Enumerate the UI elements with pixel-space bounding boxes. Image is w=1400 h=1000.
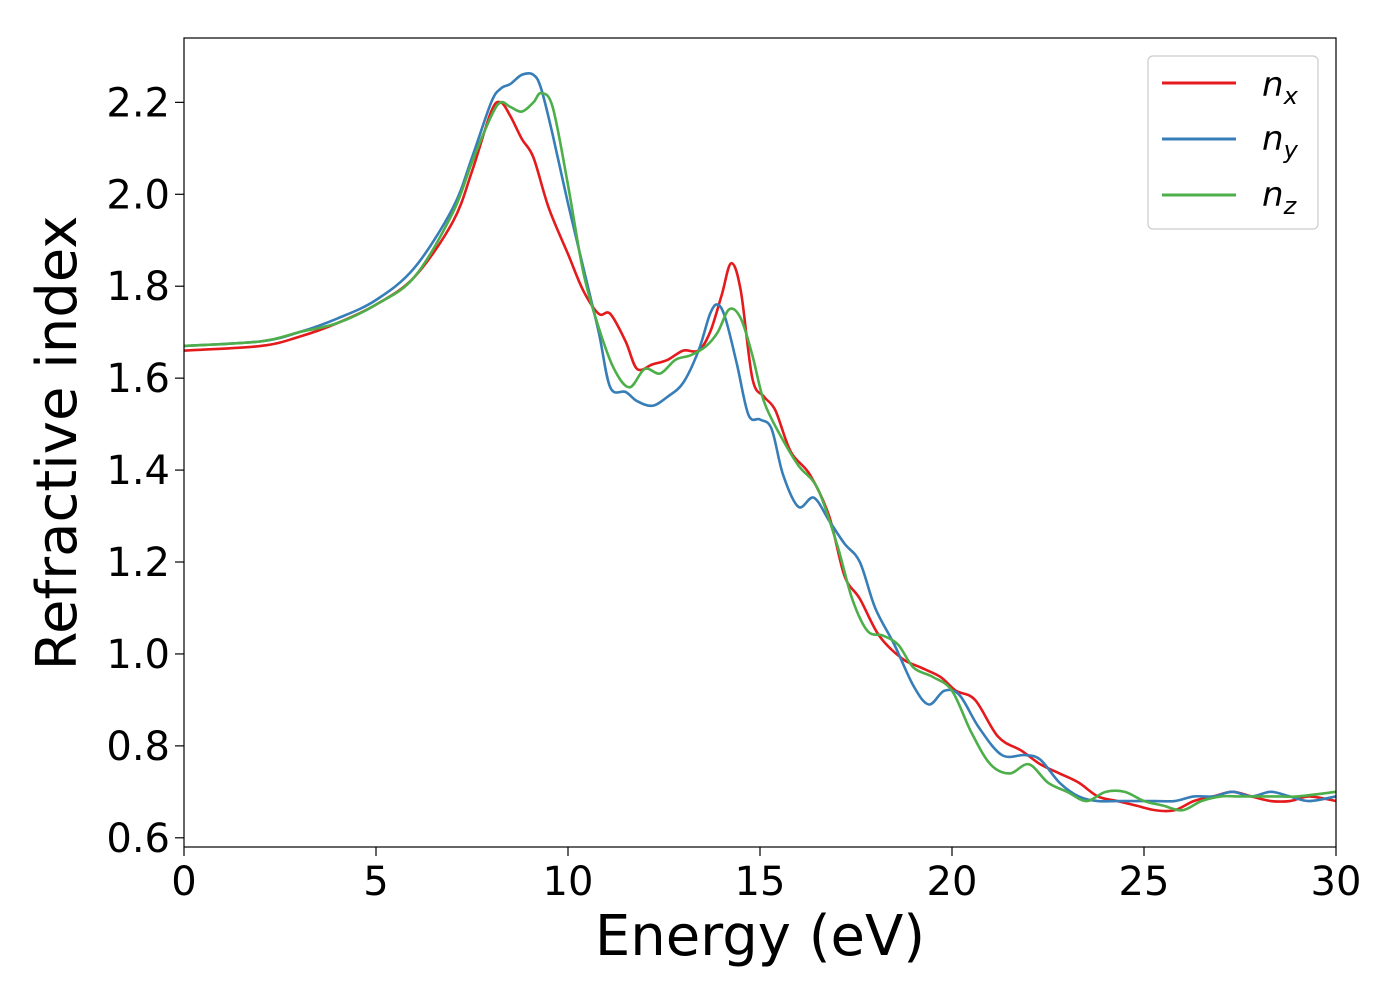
legend-label-nx-name: n <box>1262 65 1284 105</box>
x-tick-label: 0 <box>171 859 196 905</box>
y-tick-label: 1.4 <box>106 448 170 494</box>
legend: nx ny nz <box>1147 55 1319 230</box>
x-axis-ticks: 0 5 10 15 20 25 30 <box>171 847 1361 905</box>
legend-box <box>1147 55 1319 230</box>
y-tick-label: 0.6 <box>106 816 170 862</box>
series-line-nz <box>184 91 1336 812</box>
legend-label-nz-name: n <box>1262 175 1284 215</box>
y-tick-label: 1.2 <box>106 540 170 586</box>
x-tick-label: 10 <box>543 859 594 905</box>
legend-label-nx-subscript: x <box>1283 82 1299 110</box>
legend-label-ny-subscript: y <box>1283 136 1299 164</box>
legend-label-nx: nx <box>1262 65 1299 110</box>
y-tick-label: 1.6 <box>106 356 170 402</box>
legend-label-nz-subscript: z <box>1283 192 1298 220</box>
x-tick-label: 20 <box>927 859 978 905</box>
series-line-ny <box>184 72 1336 803</box>
legend-label-nz: nz <box>1262 175 1298 220</box>
x-tick-label: 15 <box>735 859 786 905</box>
x-tick-label: 5 <box>363 859 388 905</box>
series-line-nx <box>184 100 1336 813</box>
y-tick-label: 0.8 <box>106 724 170 770</box>
legend-label-ny-name: n <box>1262 119 1284 159</box>
x-axis-label: Energy (eV) <box>595 904 925 969</box>
y-tick-label: 2.2 <box>106 80 170 126</box>
x-tick-label: 25 <box>1119 859 1170 905</box>
series-layer <box>184 72 1336 813</box>
x-tick-label: 30 <box>1311 859 1362 905</box>
y-tick-label: 1.8 <box>106 264 170 310</box>
y-axis-label: Refractive index <box>25 216 90 671</box>
legend-label-ny: ny <box>1262 119 1299 164</box>
y-tick-label: 1.0 <box>106 632 170 678</box>
y-axis-ticks: 0.6 0.8 1.0 1.2 1.4 1.6 1.8 2.0 2.2 <box>106 80 184 862</box>
y-tick-label: 2.0 <box>106 172 170 218</box>
